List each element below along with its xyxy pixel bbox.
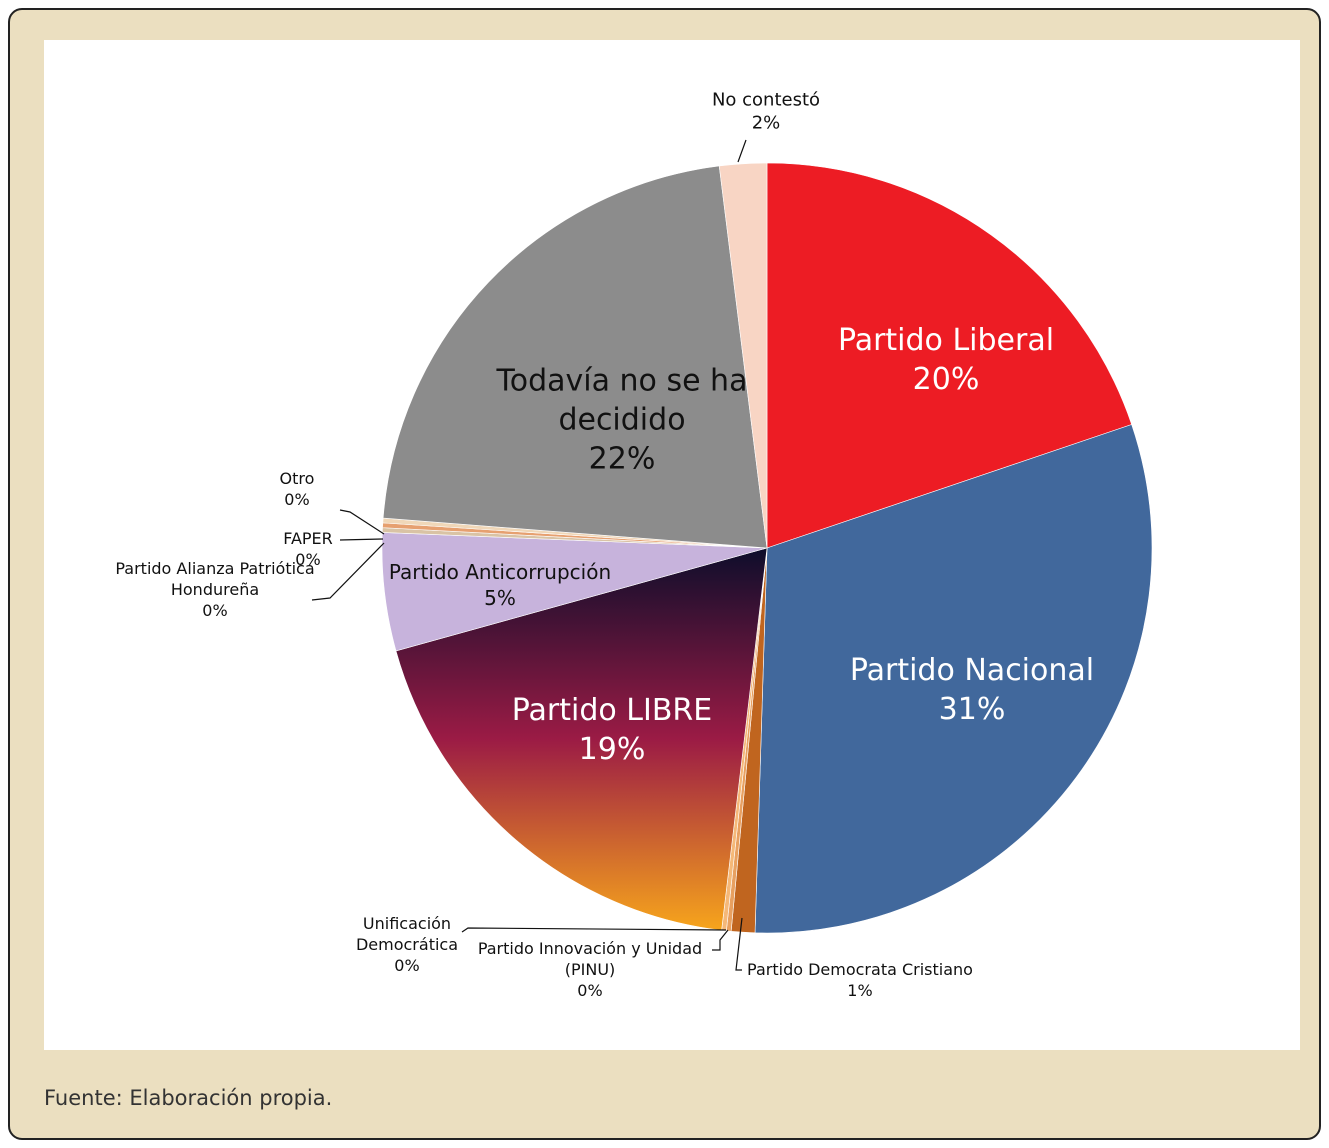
category-label: Todavía no se ha decidido <box>496 363 748 438</box>
percent-label: 0% <box>295 550 321 569</box>
slice-label: Partido LIBRE 19% <box>482 691 742 769</box>
slice-label: Partido Anticorrupción 5% <box>365 559 635 611</box>
percent-label: 19% <box>578 732 646 767</box>
footer: Fuente: Elaboración propia. <box>44 1086 333 1110</box>
slice-label: Todavía no se ha decidido 22% <box>477 362 767 479</box>
slice-label: FAPER 0% <box>268 529 348 571</box>
leader-line <box>339 509 385 535</box>
slice-label: Unificación Democrática 0% <box>347 914 467 976</box>
leader-line <box>461 927 727 933</box>
leader-line <box>712 929 729 951</box>
pie-slice <box>766 162 1133 549</box>
percent-label: 5% <box>484 586 516 610</box>
pie-slice <box>382 165 768 549</box>
category-label: Otro <box>279 469 315 489</box>
slice-label: Partido Democrata Cristiano 1% <box>730 960 990 1002</box>
slice-label: Partido Liberal 20% <box>796 321 1096 399</box>
pie-slice <box>395 547 768 931</box>
leader-line <box>735 917 743 971</box>
category-label: Partido Liberal <box>837 323 1055 358</box>
category-label: Unificación Democrática <box>355 913 459 954</box>
category-label: Partido Democrata Cristiano <box>747 960 973 980</box>
slice-label: Partido Alianza Patriótica Hondureña 0% <box>115 559 315 621</box>
percent-label: 20% <box>912 362 980 397</box>
pie-slice <box>718 162 768 549</box>
category-label: Partido Nacional <box>849 653 1095 688</box>
leader-line <box>311 542 385 601</box>
category-label: FAPER <box>283 529 333 549</box>
category-label: No contestó <box>711 89 821 111</box>
percent-label: 1% <box>847 981 873 1000</box>
leader-line <box>737 139 747 163</box>
pie-slice <box>754 424 1153 934</box>
slice-label: No contestó 2% <box>666 89 866 136</box>
category-label: Partido Innovación y Unidad (PINU) <box>477 938 703 979</box>
percent-label: 0% <box>284 490 310 509</box>
slice-label: Partido Innovación y Unidad (PINU) 0% <box>460 939 720 1001</box>
percent-label: 0% <box>202 600 228 620</box>
category-label: Partido Alianza Patriótica Hondureña <box>115 558 315 599</box>
percent-label: 0% <box>394 955 420 975</box>
percent-label: 31% <box>938 692 1006 727</box>
category-label: Partido Anticorrupción <box>388 560 612 584</box>
percent-label: 22% <box>588 441 656 477</box>
percent-label: 2% <box>751 113 781 134</box>
slice-label: Otro 0% <box>257 469 337 511</box>
percent-label: 0% <box>577 980 603 1000</box>
leader-line <box>339 538 384 541</box>
slice-label: Partido Nacional 31% <box>822 651 1122 729</box>
category-label: Partido LIBRE <box>511 693 713 728</box>
